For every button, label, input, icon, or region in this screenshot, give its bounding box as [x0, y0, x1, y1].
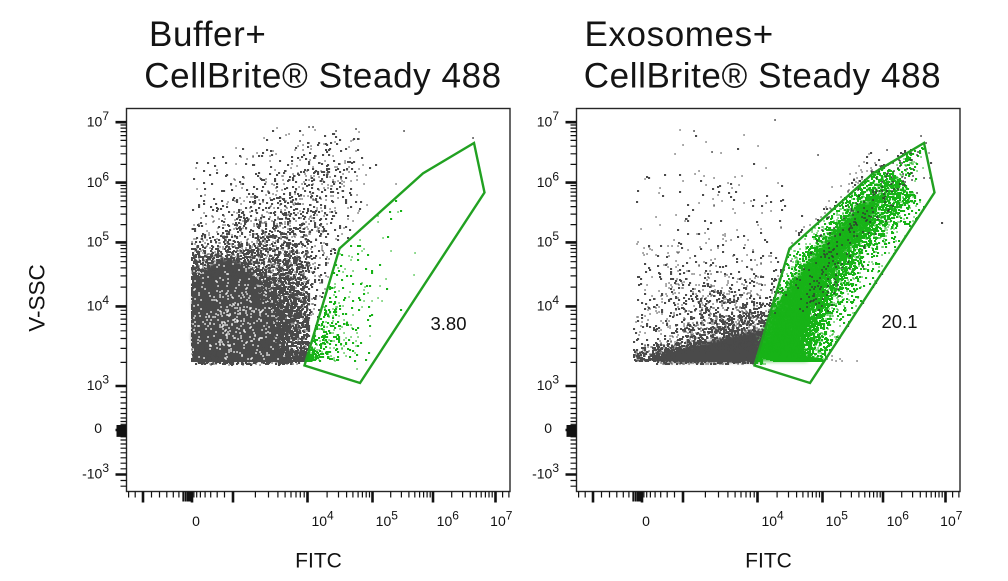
svg-text:3.80: 3.80 [430, 313, 466, 334]
svg-text:CellBrite® Steady 488: CellBrite® Steady 488 [144, 56, 501, 95]
svg-text:107: 107 [490, 509, 513, 530]
svg-text:106: 106 [437, 509, 460, 530]
svg-text:20.1: 20.1 [881, 311, 917, 332]
svg-text:103: 103 [87, 373, 110, 394]
svg-text:105: 105 [537, 229, 560, 250]
svg-text:105: 105 [376, 509, 399, 530]
svg-text:0: 0 [642, 513, 650, 529]
svg-text:105: 105 [87, 229, 110, 250]
svg-text:0: 0 [94, 420, 102, 436]
svg-text:107: 107 [940, 509, 963, 530]
svg-text:0: 0 [192, 513, 200, 529]
svg-text:106: 106 [87, 169, 110, 190]
svg-text:107: 107 [87, 109, 110, 129]
svg-text:104: 104 [761, 509, 784, 530]
svg-text:-103: -103 [82, 461, 109, 482]
svg-text:V-SSC: V-SSC [25, 264, 50, 332]
svg-text:103: 103 [537, 373, 560, 394]
svg-text:FITC: FITC [745, 550, 792, 573]
svg-text:0: 0 [544, 420, 552, 436]
svg-text:104: 104 [311, 509, 334, 530]
svg-text:105: 105 [826, 509, 849, 530]
svg-text:104: 104 [87, 293, 110, 314]
svg-text:-103: -103 [532, 461, 559, 482]
svg-text:Exosomes+: Exosomes+ [585, 15, 774, 54]
svg-text:FITC: FITC [295, 550, 342, 573]
svg-text:106: 106 [537, 169, 560, 190]
svg-text:106: 106 [887, 509, 910, 530]
svg-text:Buffer+: Buffer+ [149, 15, 266, 54]
svg-text:104: 104 [537, 293, 560, 314]
svg-text:107: 107 [537, 109, 560, 129]
svg-text:CellBrite® Steady 488: CellBrite® Steady 488 [584, 56, 941, 95]
